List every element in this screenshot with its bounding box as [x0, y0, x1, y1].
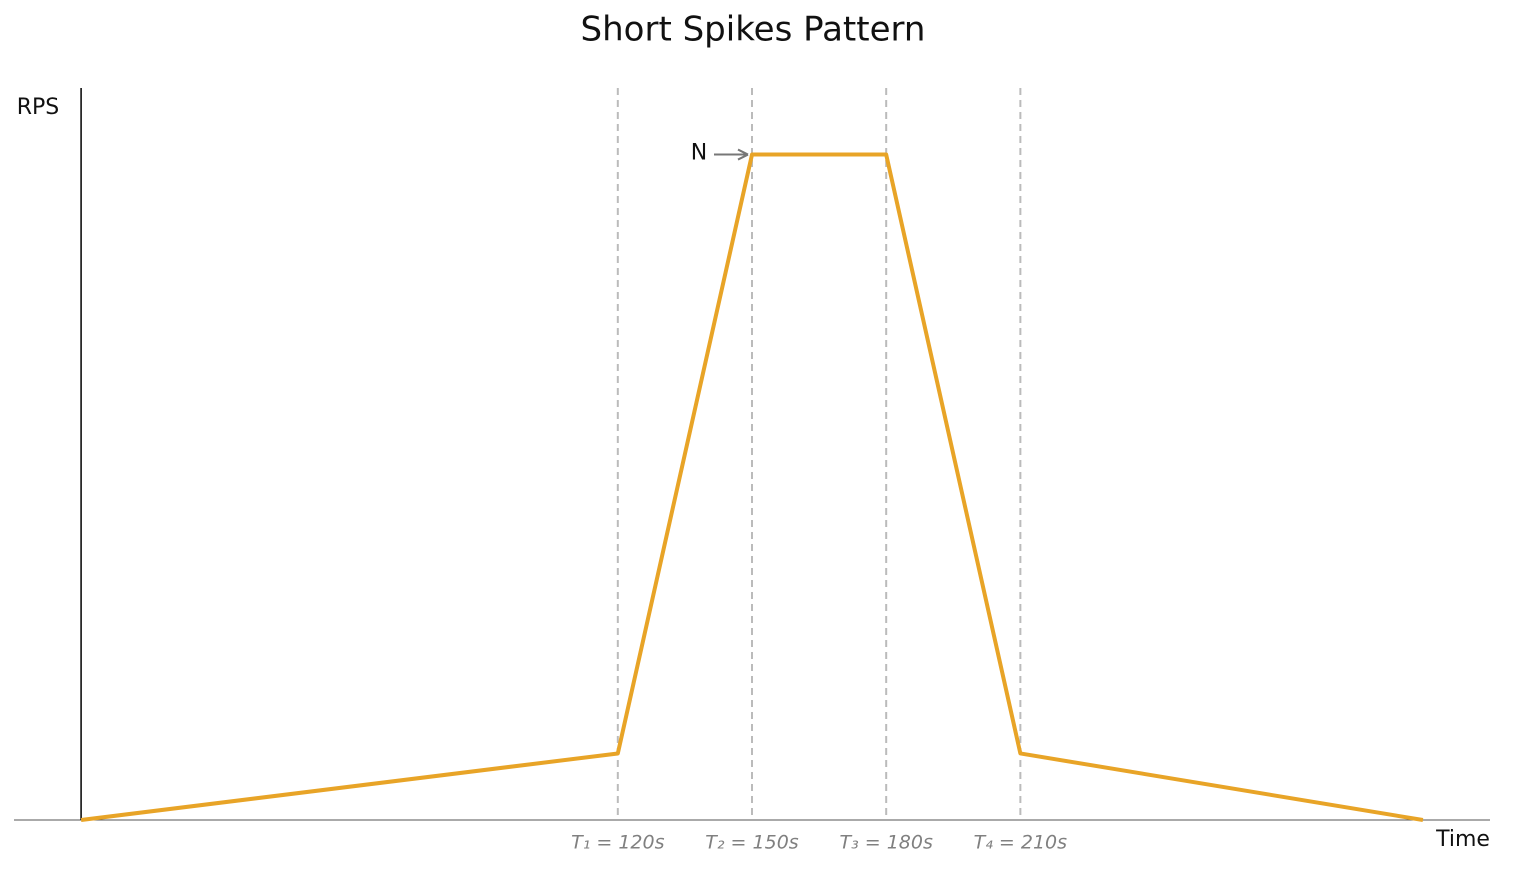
chart-title: Short Spikes Pattern: [581, 10, 926, 50]
x-tick-label: T₄ = 210s: [974, 832, 1067, 854]
annotation-label: N: [691, 141, 707, 166]
data-line: [80, 152, 1424, 822]
x-tick-label: T₃ = 180s: [839, 832, 932, 854]
annotation-arrowhead: [737, 148, 749, 161]
x-axis-label: Time: [1435, 827, 1490, 852]
x-tick-label: T₁ = 120s: [571, 832, 664, 854]
x-tick-label: T₂ = 150s: [705, 832, 798, 854]
y-axis-label: RPS: [17, 95, 60, 120]
